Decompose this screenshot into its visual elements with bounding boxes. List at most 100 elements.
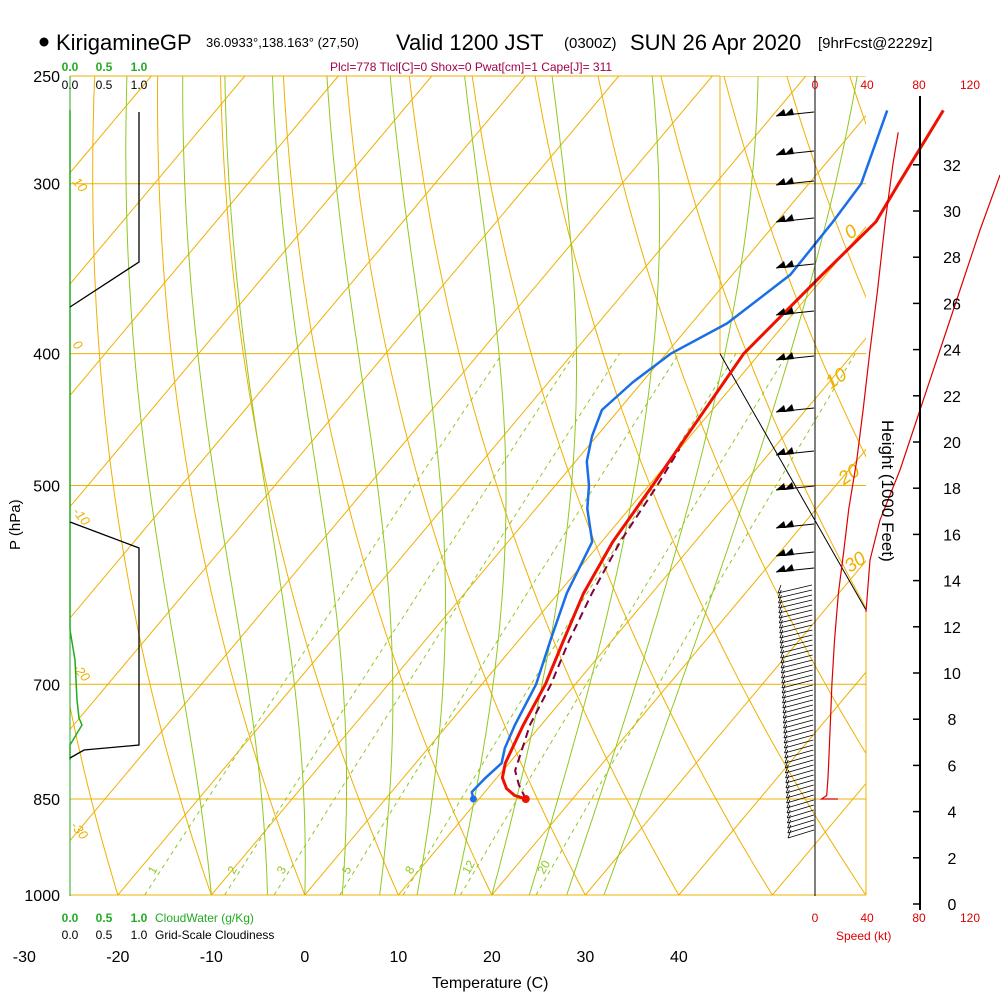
- temperature-tick-label: 10: [389, 949, 407, 966]
- barb-feather: [783, 739, 788, 749]
- barb-feather: [782, 704, 787, 714]
- barb-feather: [787, 829, 792, 839]
- barb-pennant: [776, 148, 786, 155]
- barb-feather: [786, 799, 791, 809]
- surface-dewpoint-marker: [469, 795, 477, 803]
- barb-feather: [782, 694, 786, 704]
- cloudwater-title: CloudWater (g/Kg): [155, 911, 254, 925]
- barb-feather: [785, 784, 790, 794]
- temperature-tick-label: 40: [670, 949, 688, 966]
- height-tick-label: 26: [943, 296, 961, 313]
- dry-adiabat: [966, 52, 1000, 895]
- dry-adiabat: [660, 76, 866, 609]
- barb-feather: [783, 734, 788, 744]
- isotherm-line: [70, 76, 713, 842]
- barb-staff: [784, 749, 814, 759]
- barb-feather: [779, 634, 784, 644]
- dry-adiabat-label: -20: [70, 660, 94, 685]
- barb-pennant: [784, 177, 794, 185]
- barb-staff: [782, 699, 814, 709]
- barb-staff: [787, 814, 814, 824]
- moist-adiabat: [182, 76, 268, 895]
- barb-feather: [780, 664, 785, 674]
- barb-staff: [784, 739, 814, 749]
- dry-adiabat: [70, 704, 119, 896]
- wind-barb: [775, 548, 815, 557]
- barb-staff: [779, 624, 813, 634]
- pressure-tick-label: 500: [33, 479, 60, 496]
- barb-staff: [786, 804, 814, 814]
- barb-feather: [784, 754, 789, 764]
- mixing-ratio-line: [459, 353, 788, 896]
- barb-feather: [783, 724, 788, 734]
- speed-tick-bottom: 0: [812, 911, 819, 925]
- height-tick-label: 4: [948, 805, 957, 822]
- barb-staff: [785, 759, 814, 769]
- height-axis-title: Height (1000 Feet): [878, 420, 897, 562]
- isotherm-line: [70, 76, 526, 619]
- barb-feather: [783, 719, 787, 729]
- height-tick-label: 20: [943, 435, 961, 452]
- barb-feather: [778, 594, 782, 604]
- moist-adiabat: [566, 76, 759, 896]
- barb-feather: [784, 749, 789, 759]
- barb-staff: [782, 694, 813, 704]
- temperature-tick-label: -20: [106, 949, 129, 966]
- barb-pennant: [784, 404, 794, 412]
- barb-pennant: [784, 564, 794, 572]
- barb-staff: [778, 609, 813, 619]
- barb-pennant: [784, 447, 794, 455]
- mixing-ratio-label: 12: [459, 858, 478, 877]
- barb-feather: [785, 789, 790, 799]
- barb-pennant: [776, 215, 786, 222]
- barb-feather: [786, 804, 791, 814]
- barb-feather: [777, 589, 782, 599]
- wind-barb: [775, 147, 815, 156]
- valid-time: Valid 1200 JST: [396, 30, 544, 55]
- barb-feather: [777, 584, 782, 594]
- moist-adiabat: [125, 76, 212, 896]
- barb-feather: [783, 729, 788, 739]
- pressure-tick-label: 250: [33, 69, 60, 86]
- isotherm-line: [210, 114, 866, 896]
- barb-staff: [785, 764, 814, 774]
- temperature-profile: [500, 109, 945, 801]
- barb-feather: [778, 609, 783, 619]
- cloudwater-tick-bottom: 1.0: [131, 911, 148, 925]
- barb-staff: [777, 584, 813, 594]
- wind-barb: [775, 404, 815, 413]
- barb-pennant: [784, 482, 794, 490]
- barb-feather: [782, 699, 787, 709]
- barb-feather: [778, 604, 783, 614]
- barb-staff: [785, 774, 814, 784]
- barb-feather: [786, 809, 791, 819]
- barb-feather: [781, 679, 786, 689]
- barb-pennant: [784, 307, 794, 315]
- height-tick-label: 0: [948, 897, 957, 914]
- barb-pennant: [776, 521, 786, 528]
- moist-adiabat: [491, 76, 577, 896]
- header: KirigamineGP 36.0933°,138.163° (27,50) V…: [39, 30, 932, 74]
- barb-pennant: [776, 261, 786, 268]
- barb-staff: [781, 684, 813, 694]
- height-tick-label: 22: [943, 389, 961, 406]
- barb-staff: [779, 634, 813, 644]
- barb-feather: [779, 619, 783, 629]
- plot-frame: [70, 75, 867, 896]
- moist-adiabat: [224, 76, 306, 896]
- wind-barb: [775, 214, 815, 223]
- barb-pennant: [784, 214, 794, 222]
- barb-feather: [787, 814, 791, 824]
- cloudwater-tick-top: 0.0: [62, 60, 79, 74]
- cloudwater-profile: [69, 110, 83, 760]
- barb-feather: [779, 629, 784, 639]
- dry-adiabat: [597, 76, 866, 755]
- isotherm-line: [70, 76, 339, 397]
- barb-staff: [786, 799, 814, 809]
- x-axis-title: Temperature (C): [432, 975, 548, 992]
- profiles: [469, 109, 945, 803]
- mixing-ratio-line: [273, 353, 620, 896]
- mixing-ratio-line: [535, 353, 856, 896]
